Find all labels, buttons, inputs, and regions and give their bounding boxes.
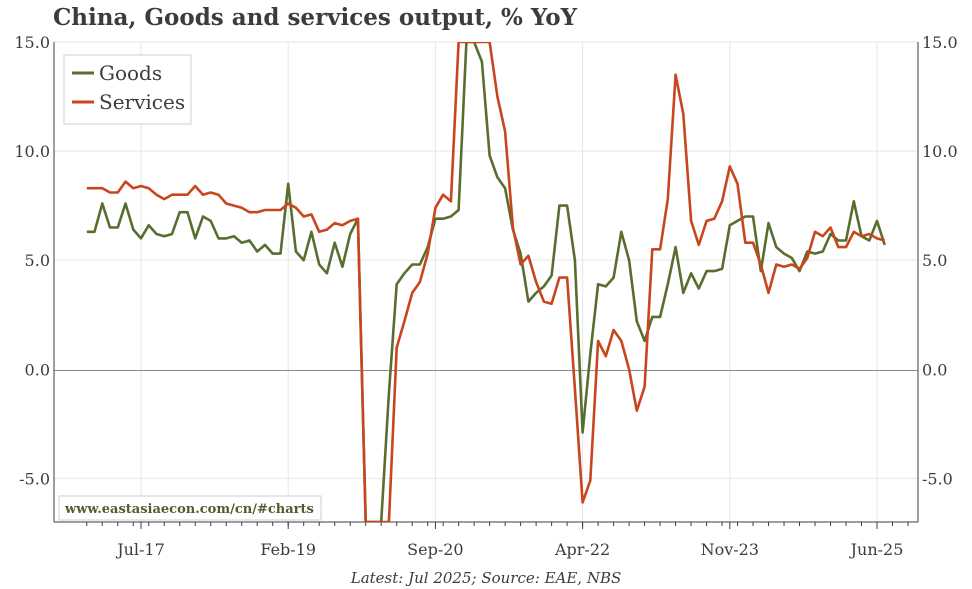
y-tick-label-right: -5.0 (922, 469, 953, 488)
watermark-box (58, 495, 322, 521)
chart-title: China, Goods and services output, % YoY (53, 4, 578, 31)
source-note: Latest: Jul 2025; Source: EAE, NBS (350, 569, 622, 587)
y-tick-label-left: 10.0 (14, 142, 50, 161)
legend-box (63, 54, 192, 125)
y-tick-label-right: 10.0 (922, 142, 958, 161)
y-tick-label-left: -5.0 (19, 469, 50, 488)
x-tick-label: Feb-19 (260, 540, 316, 559)
x-tick-label: Sep-20 (407, 540, 463, 559)
series-line-services (86, 42, 886, 522)
legend-label-goods: Goods (99, 61, 162, 85)
y-tick-label-left: 5.0 (25, 251, 50, 270)
series-line-goods (86, 42, 886, 522)
y-tick-label-right: 15.0 (922, 33, 958, 52)
watermark-text: www.eastasiaecon.com/cn/#charts (64, 502, 314, 517)
legend: Goods Services (63, 54, 192, 125)
legend-label-services: Services (99, 90, 185, 114)
y-tick-label-right: 0.0 (922, 360, 947, 379)
series-lines (86, 42, 886, 522)
y-tick-label-left: 15.0 (14, 33, 50, 52)
y-tick-label-left: 0.0 (25, 360, 50, 379)
x-tick-label: Jul-17 (115, 540, 165, 559)
x-tick-label: Nov-23 (701, 540, 759, 559)
y-tick-label-right: 5.0 (922, 251, 947, 270)
watermark: www.eastasiaecon.com/cn/#charts (58, 495, 322, 521)
x-tick-label: Jun-25 (849, 540, 904, 559)
x-tick-label: Apr-22 (554, 540, 610, 559)
axes: 15.0 15.0 10.0 10.0 5.0 5.0 0.0 0.0 -5.0 -5.0 Jul-… (14, 33, 957, 559)
gridlines (54, 41, 918, 522)
